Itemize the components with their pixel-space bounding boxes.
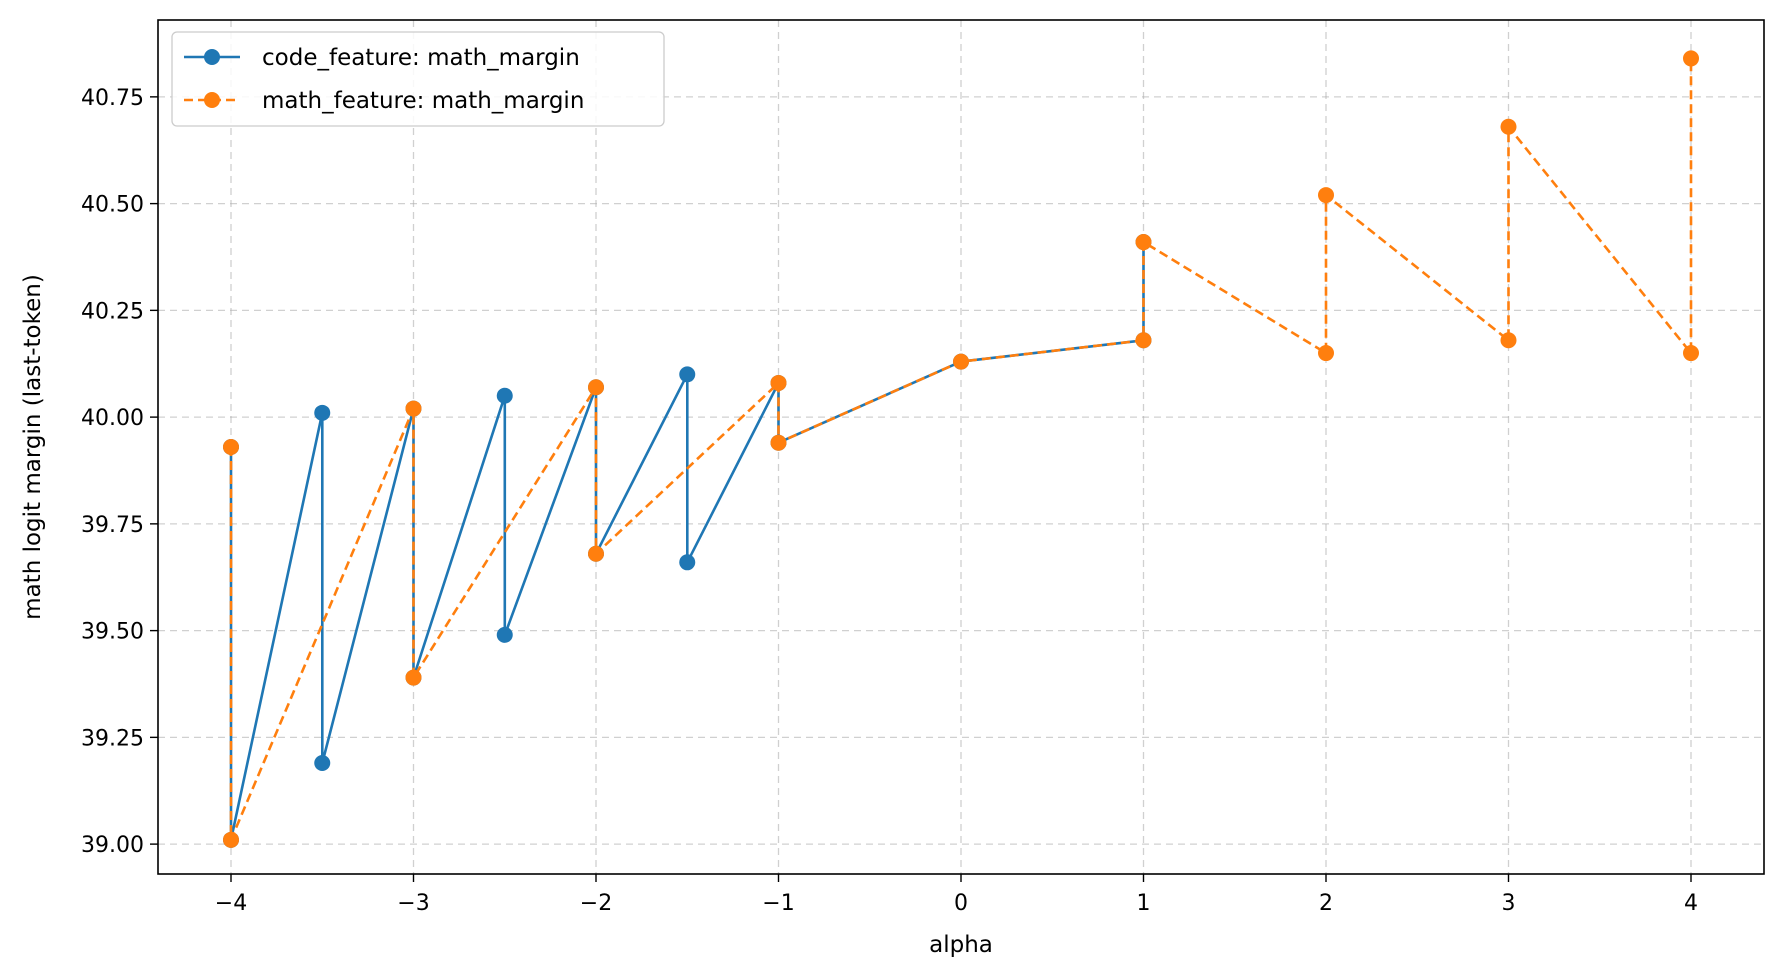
x-tick-label: 1: [1137, 891, 1151, 916]
data-point: [770, 374, 787, 391]
legend-label-code-feature: code_feature: math_margin: [262, 45, 580, 71]
y-tick-label: 40.00: [81, 406, 144, 431]
y-tick-label: 40.25: [81, 299, 144, 324]
y-tick-label: 39.50: [81, 620, 144, 645]
y-tick-label: 40.50: [81, 193, 144, 218]
series-line: [229, 242, 1145, 842]
data-point: [1500, 332, 1517, 349]
legend-marker-code-feature: [204, 49, 220, 65]
series-1: [223, 234, 1152, 848]
data-point: [405, 400, 422, 417]
data-point: [1318, 187, 1334, 204]
data-point: [679, 366, 696, 383]
x-tick-label: −2: [580, 891, 612, 916]
legend-entry-code-feature: code_feature: math_margin: [184, 45, 580, 71]
data-point: [496, 626, 513, 643]
data-point: [314, 754, 331, 771]
data-point: [1683, 345, 1699, 362]
data-point: [588, 379, 604, 396]
y-tick-label: 39.00: [81, 833, 144, 858]
data-point: [1135, 332, 1152, 349]
data-point: [314, 404, 331, 421]
x-tick-label: −3: [397, 891, 429, 916]
legend: code_feature: math_margin math_feature: …: [171, 31, 665, 127]
data-point: [223, 831, 239, 848]
x-tick-label: 3: [1502, 891, 1516, 916]
data-point: [770, 434, 787, 451]
y-tick-label: 39.75: [81, 513, 144, 538]
x-tick-label: 4: [1684, 891, 1698, 916]
data-point: [405, 669, 422, 686]
legend-marker-math-feature: [204, 92, 220, 108]
series-layer: [223, 50, 1699, 848]
x-tick-label: 0: [954, 891, 968, 916]
y-tick-label: 39.25: [81, 726, 144, 751]
x-tick-label: −4: [215, 891, 247, 916]
legend-label-math-feature: math_feature: math_margin: [262, 88, 584, 114]
data-point: [1500, 118, 1517, 135]
series-2: [223, 50, 1699, 848]
y-tick-label: 40.75: [81, 86, 144, 111]
legend-entry-math-feature: math_feature: math_margin: [184, 88, 584, 114]
grid: [158, 20, 1764, 874]
data-point: [588, 545, 604, 562]
legend-box: [171, 31, 665, 127]
data-point: [1135, 234, 1152, 251]
x-tick-label: −1: [762, 891, 794, 916]
x-axis-label: alpha: [929, 932, 993, 958]
x-tick-label: 2: [1319, 891, 1333, 916]
y-axis-label: math logit margin (last-token): [20, 274, 46, 620]
y-axis: 39.00 39.25 39.50 39.75 40.00 40.25 40.50 40.75: [81, 86, 158, 858]
data-point: [223, 439, 239, 455]
x-axis: −4 −3 −2 −1 0 1 2 3 4: [215, 874, 1698, 916]
data-point: [953, 353, 969, 370]
data-point: [496, 387, 513, 404]
data-point: [679, 554, 696, 571]
data-point: [1318, 345, 1334, 362]
data-point: [1683, 50, 1699, 67]
